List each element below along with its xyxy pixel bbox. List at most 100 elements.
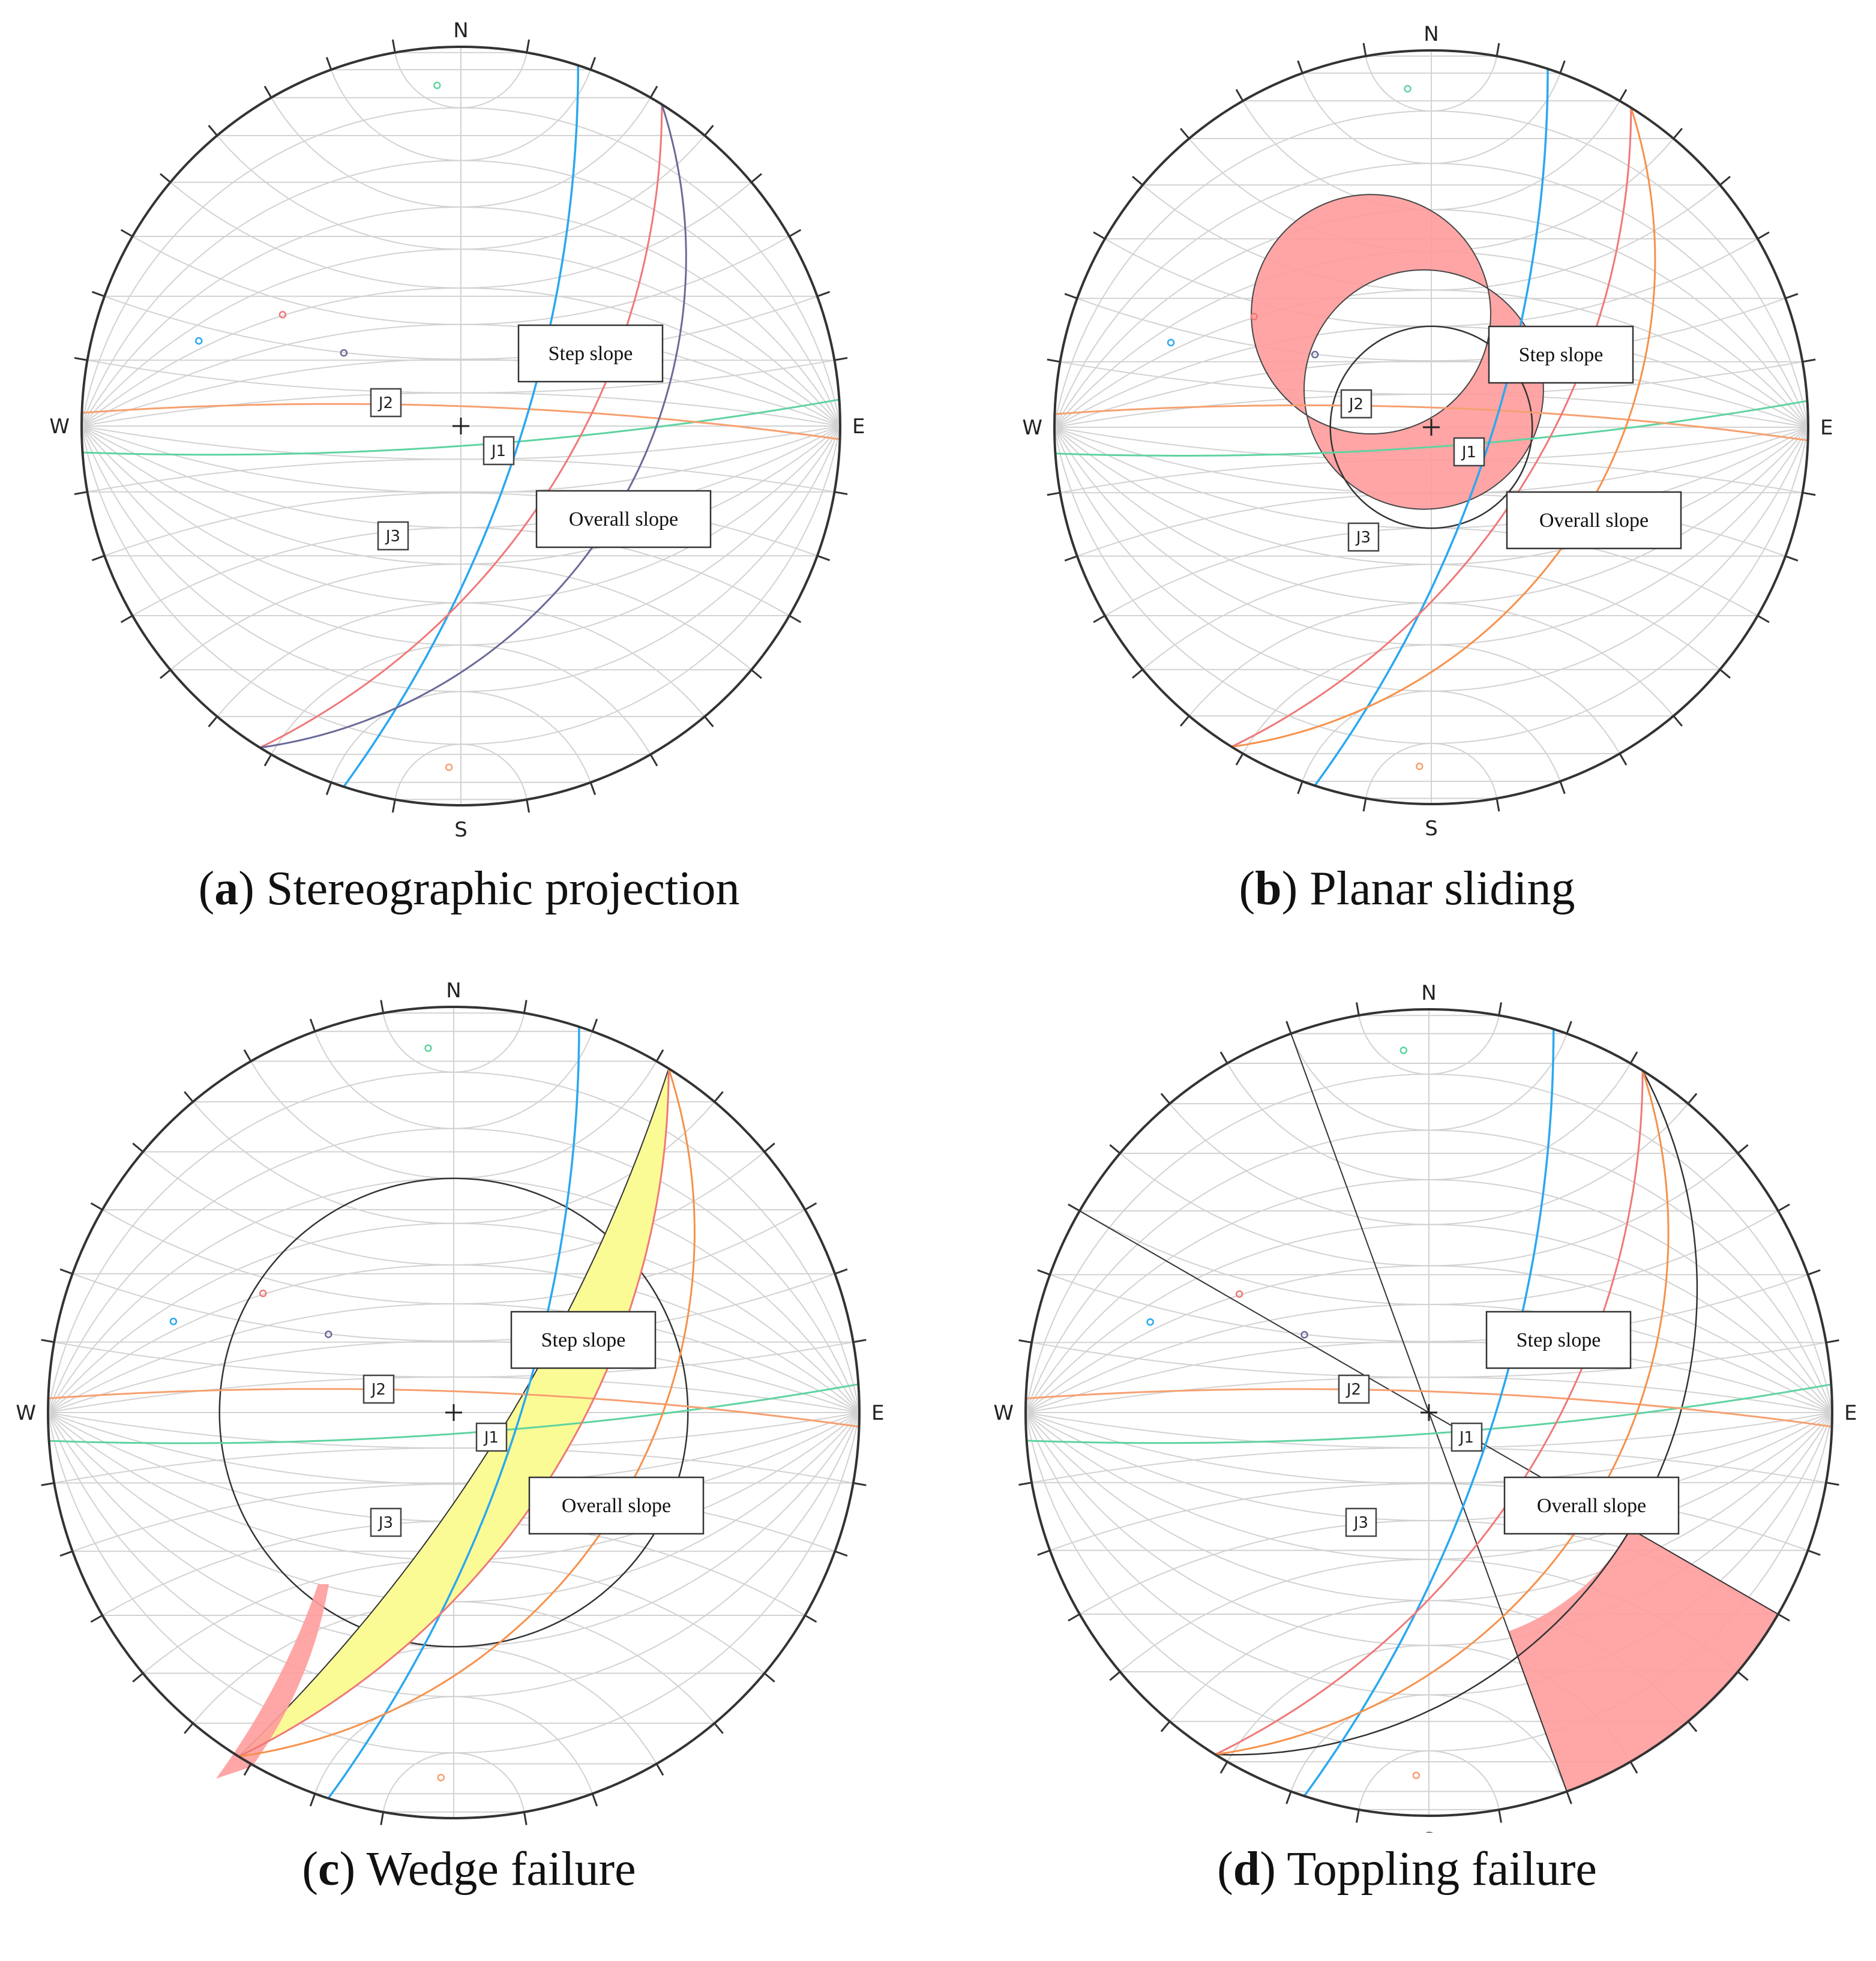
j2-pole: [445, 763, 453, 771]
degree-tick: [90, 1614, 103, 1623]
degree-tick: [1180, 128, 1190, 139]
j3-plane: [1314, 68, 1549, 787]
degree-tick: [41, 1482, 55, 1486]
degree-tick: [853, 1482, 867, 1486]
degree-tick: [1047, 491, 1060, 496]
degree-tick: [763, 1672, 775, 1683]
degree-tick: [1785, 293, 1799, 299]
stereonet-b: N S E W J1 J2 J3 Step slope Overall slope: [1022, 22, 1833, 841]
degree-tick: [1802, 358, 1816, 363]
degree-tick: [160, 669, 171, 679]
degree-tick: [1807, 1549, 1821, 1556]
step-slope-label: Step slope: [510, 1311, 657, 1369]
degree-tick: [817, 554, 831, 562]
degree-tick: [1619, 89, 1628, 101]
j1-label: J1: [475, 1422, 508, 1452]
degree-tick: [1778, 1613, 1790, 1622]
overall-slope-pole: [1311, 350, 1319, 359]
overall-slope-label: Overall slope: [535, 490, 712, 548]
degree-tick: [1362, 43, 1367, 56]
degree-tick: [391, 799, 396, 813]
step-slope-pole: [278, 311, 287, 319]
degree-tick: [91, 290, 105, 298]
degree-tick: [591, 1793, 598, 1807]
degree-tick: [1297, 781, 1303, 794]
degree-tick: [1064, 555, 1078, 562]
compass-north: N: [453, 19, 468, 43]
compass-east: E: [871, 1401, 884, 1425]
degree-tick: [1757, 614, 1770, 623]
j3-label: J3: [1347, 522, 1380, 552]
j2-plane: [1026, 1388, 1832, 1428]
j1-label: J1: [483, 436, 515, 466]
stereonet-a: N S E W J1 J2 J3 Step slope Overall slope: [49, 19, 865, 842]
degree-tick: [817, 290, 831, 298]
degree-tick: [1356, 1002, 1360, 1016]
degree-tick: [325, 56, 332, 70]
label-text: J2: [377, 394, 393, 412]
degree-tick: [1068, 1613, 1080, 1622]
degree-tick: [714, 1722, 724, 1734]
degree-tick: [1285, 1021, 1292, 1035]
degree-tick: [1093, 231, 1105, 240]
compass-east: E: [1844, 1401, 1857, 1425]
degree-tick: [1498, 1809, 1502, 1823]
degree-tick: [1160, 1720, 1171, 1732]
j1-plane: [49, 1383, 859, 1444]
j2-plane: [48, 1388, 859, 1428]
degree-tick: [589, 56, 597, 70]
friction-circle: [218, 1177, 689, 1648]
j2-pole: [1412, 1771, 1421, 1779]
step-slope-label: Step slope: [1485, 1311, 1632, 1369]
primitive-circle: [1053, 49, 1809, 805]
degree-tick: [1807, 1269, 1821, 1276]
degree-tick: [1673, 128, 1683, 139]
degree-tick: [1018, 1339, 1032, 1344]
degree-tick: [91, 554, 105, 562]
caption-title: Toppling failure: [1287, 1843, 1597, 1896]
degree-tick: [655, 1763, 664, 1776]
compass-south: S: [1425, 817, 1438, 841]
degree-tick: [1496, 798, 1500, 812]
compass-north: N: [446, 980, 461, 1003]
compass-east: E: [852, 415, 865, 439]
degree-tick: [1719, 668, 1731, 679]
degree-tick: [380, 1000, 385, 1014]
degree-tick: [523, 1000, 528, 1014]
label-text: Step slope: [549, 343, 633, 365]
j2-pole: [437, 1774, 445, 1782]
j1-label: J1: [1453, 437, 1485, 467]
toppling-zone: [1508, 1528, 1778, 1792]
label-text: J1: [1461, 443, 1476, 461]
label-box: [1506, 491, 1682, 550]
primitive-circle: [1024, 1008, 1833, 1817]
degree-tick: [1235, 753, 1244, 766]
label-box: [528, 1476, 705, 1535]
degree-tick: [1757, 231, 1770, 240]
degree-tick: [655, 1049, 664, 1062]
degree-tick: [74, 356, 88, 361]
degree-tick: [160, 173, 171, 183]
overall-slope-pole: [1300, 1331, 1308, 1339]
degree-tick: [1619, 753, 1628, 766]
caption-title: Wedge failure: [366, 1843, 636, 1896]
label-box: [1338, 1374, 1370, 1404]
degree-tick: [1093, 614, 1105, 623]
degree-tick: [834, 1550, 848, 1557]
degree-tick: [1826, 1482, 1839, 1486]
degree-tick: [789, 614, 802, 623]
degree-tick: [526, 39, 531, 53]
degree-tick: [1778, 1203, 1790, 1212]
degree-tick: [1180, 715, 1190, 727]
j3-pole: [195, 337, 203, 345]
stereonet-d: N S E W J1 J2 J3 Step slope Overall slope: [993, 981, 1857, 1833]
j3-pole: [169, 1317, 178, 1326]
degree-tick: [1629, 1051, 1638, 1064]
j1-pole: [433, 82, 441, 89]
degree-tick: [649, 754, 658, 767]
degree-tick: [1559, 60, 1566, 74]
degree-tick: [1362, 798, 1367, 812]
compass-west: W: [49, 415, 70, 439]
caption-d: (d) Toppling failure: [1217, 1843, 1597, 1896]
degree-tick: [243, 1049, 252, 1062]
